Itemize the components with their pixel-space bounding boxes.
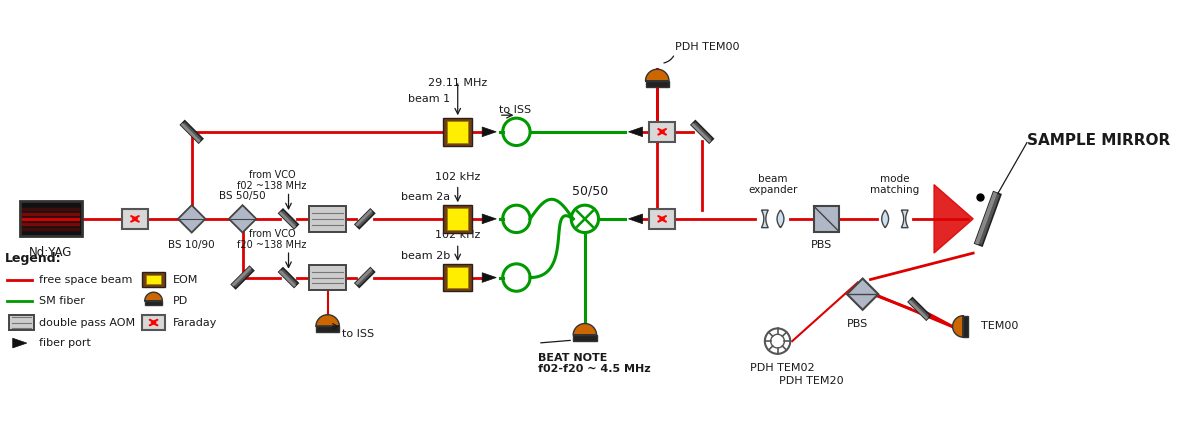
Polygon shape — [629, 214, 642, 224]
Text: PDH TEM00: PDH TEM00 — [674, 42, 739, 52]
Polygon shape — [229, 205, 256, 233]
Polygon shape — [762, 210, 768, 227]
Polygon shape — [975, 192, 1000, 246]
Polygon shape — [181, 123, 201, 143]
Polygon shape — [145, 292, 163, 301]
Polygon shape — [231, 267, 252, 287]
Bar — [146, 275, 162, 285]
Bar — [309, 265, 346, 290]
Polygon shape — [355, 268, 375, 287]
Polygon shape — [646, 69, 668, 81]
Text: PDH TEM20: PDH TEM20 — [780, 376, 845, 386]
Polygon shape — [279, 209, 298, 229]
Text: beam 1: beam 1 — [407, 94, 450, 104]
Text: PBS: PBS — [847, 319, 869, 328]
Polygon shape — [908, 300, 928, 320]
Polygon shape — [279, 270, 296, 287]
Polygon shape — [573, 323, 597, 335]
Text: from VCO
f02 ~138 MHz: from VCO f02 ~138 MHz — [237, 170, 307, 191]
Polygon shape — [908, 298, 931, 320]
Text: Faraday: Faraday — [174, 317, 218, 328]
Bar — [145, 301, 163, 305]
Polygon shape — [975, 192, 997, 245]
Polygon shape — [13, 338, 26, 348]
Polygon shape — [355, 209, 373, 227]
Text: 29.11 MHz: 29.11 MHz — [428, 78, 488, 88]
Polygon shape — [482, 214, 496, 224]
Text: PDH TEM02: PDH TEM02 — [750, 363, 815, 373]
Text: SM fiber: SM fiber — [40, 296, 85, 306]
Text: 50/50: 50/50 — [571, 184, 607, 197]
Bar — [646, 81, 668, 87]
Bar — [122, 209, 147, 229]
Polygon shape — [355, 268, 373, 285]
Text: PD: PD — [174, 296, 188, 306]
Polygon shape — [901, 210, 908, 227]
Text: beam
expander: beam expander — [748, 174, 798, 196]
Text: beam 2b: beam 2b — [400, 251, 450, 261]
Bar — [447, 208, 468, 230]
Polygon shape — [482, 273, 496, 282]
Text: to ISS: to ISS — [498, 105, 531, 115]
Bar — [963, 316, 968, 337]
Text: mode
matching: mode matching — [870, 174, 920, 196]
Bar — [447, 121, 468, 143]
Polygon shape — [231, 267, 254, 289]
Text: fiber port: fiber port — [40, 338, 91, 348]
Polygon shape — [179, 205, 205, 233]
Bar — [447, 267, 468, 288]
Bar — [141, 315, 165, 331]
Text: double pass AOM: double pass AOM — [40, 317, 135, 328]
Bar — [443, 118, 472, 146]
Text: Legend:: Legend: — [5, 252, 61, 265]
Polygon shape — [934, 184, 973, 253]
Polygon shape — [847, 279, 878, 310]
Polygon shape — [181, 121, 202, 143]
Polygon shape — [279, 211, 296, 229]
Bar — [443, 205, 472, 233]
Text: BS 50/50: BS 50/50 — [219, 191, 266, 201]
Text: EOM: EOM — [174, 274, 199, 285]
Polygon shape — [691, 121, 713, 143]
Text: Nd:YAG: Nd:YAG — [29, 246, 73, 259]
Bar — [443, 264, 472, 291]
Text: 102 kHz: 102 kHz — [435, 172, 480, 182]
Text: from VCO
f20 ~138 MHz: from VCO f20 ~138 MHz — [237, 229, 307, 250]
Text: TEM00: TEM00 — [981, 322, 1018, 331]
Bar — [8, 315, 35, 331]
Bar — [316, 326, 339, 332]
Text: SAMPLE MIRROR: SAMPLE MIRROR — [1027, 133, 1170, 148]
Polygon shape — [482, 127, 496, 137]
Bar — [649, 122, 674, 141]
Polygon shape — [952, 316, 963, 337]
Bar — [309, 206, 346, 232]
Bar — [573, 335, 597, 341]
Polygon shape — [629, 127, 642, 137]
Text: BS 10/90: BS 10/90 — [169, 240, 214, 250]
Polygon shape — [279, 268, 298, 287]
Polygon shape — [691, 123, 712, 143]
Polygon shape — [778, 210, 783, 227]
Bar — [19, 201, 83, 236]
Bar — [649, 209, 674, 229]
Bar — [813, 206, 839, 232]
Text: PBS: PBS — [811, 240, 833, 250]
Polygon shape — [355, 209, 375, 229]
Text: to ISS: to ISS — [343, 329, 375, 339]
Text: BEAT NOTE
f02-f20 ~ 4.5 MHz: BEAT NOTE f02-f20 ~ 4.5 MHz — [538, 353, 651, 374]
Text: free space beam: free space beam — [40, 274, 133, 285]
Text: beam 2a: beam 2a — [401, 193, 450, 202]
Polygon shape — [882, 210, 889, 227]
Bar — [141, 272, 165, 287]
Polygon shape — [316, 315, 339, 326]
Text: 102 kHz: 102 kHz — [435, 230, 480, 240]
